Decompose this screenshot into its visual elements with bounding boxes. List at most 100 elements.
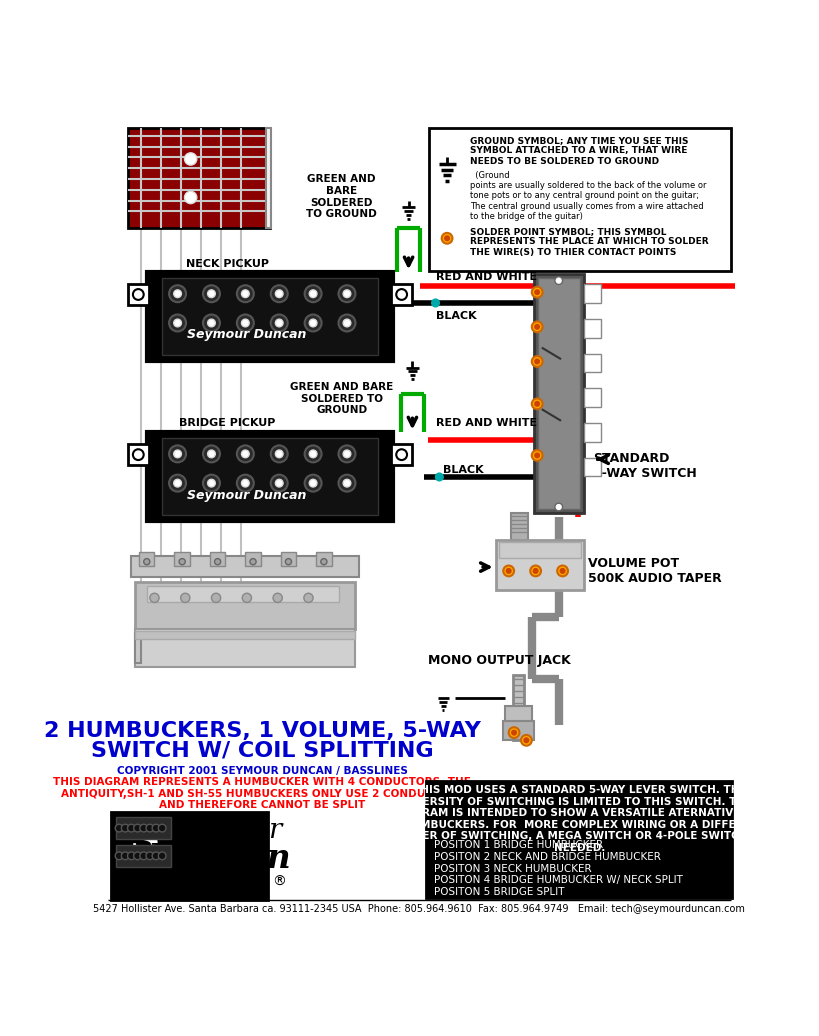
Circle shape xyxy=(321,558,327,565)
Bar xyxy=(135,582,355,629)
Circle shape xyxy=(532,356,542,367)
Bar xyxy=(162,438,378,516)
Bar xyxy=(135,631,355,638)
Text: Seymour Duncan: Seymour Duncan xyxy=(188,328,306,342)
Bar xyxy=(426,781,732,898)
Bar xyxy=(128,284,149,306)
Circle shape xyxy=(169,474,186,492)
Bar xyxy=(147,586,339,602)
Circle shape xyxy=(242,450,249,458)
Bar xyxy=(391,284,413,306)
Circle shape xyxy=(338,445,355,462)
Circle shape xyxy=(184,152,197,165)
Circle shape xyxy=(121,852,129,860)
Bar xyxy=(281,551,296,566)
Circle shape xyxy=(560,569,565,573)
Text: GROUND SYMBOL; ANY TIME YOU SEE THIS
SYMBOL ATTACHED TO A WIRE, THAT WIRE
NEEDS : GROUND SYMBOL; ANY TIME YOU SEE THIS SYM… xyxy=(470,136,689,166)
Text: SWITCH W/ COIL SPLITTING: SWITCH W/ COIL SPLITTING xyxy=(91,741,433,760)
Bar xyxy=(210,551,225,566)
Circle shape xyxy=(211,594,220,603)
Circle shape xyxy=(242,594,251,603)
Circle shape xyxy=(506,569,511,573)
Circle shape xyxy=(310,319,317,326)
Bar xyxy=(401,395,423,432)
Bar xyxy=(162,279,378,355)
Circle shape xyxy=(343,480,351,487)
Circle shape xyxy=(152,825,160,832)
Circle shape xyxy=(133,852,142,860)
Circle shape xyxy=(275,480,283,487)
Circle shape xyxy=(133,289,143,299)
Bar xyxy=(135,633,142,663)
Circle shape xyxy=(338,285,355,303)
Circle shape xyxy=(150,594,159,603)
Circle shape xyxy=(203,285,220,303)
Circle shape xyxy=(207,319,215,326)
Text: MONO OUTPUT JACK: MONO OUTPUT JACK xyxy=(428,654,571,667)
Text: BLACK: BLACK xyxy=(436,311,476,321)
Circle shape xyxy=(242,480,249,487)
Bar xyxy=(116,817,171,839)
Circle shape xyxy=(215,558,220,565)
Bar xyxy=(511,513,528,540)
Bar xyxy=(131,555,359,577)
Text: Seymour Duncan: Seymour Duncan xyxy=(188,489,306,501)
Bar xyxy=(316,551,332,566)
Circle shape xyxy=(285,558,292,565)
Circle shape xyxy=(140,825,147,832)
Circle shape xyxy=(275,450,283,458)
Circle shape xyxy=(524,738,529,743)
Bar xyxy=(246,551,260,566)
Circle shape xyxy=(532,287,542,297)
Text: STANDARD
5-WAY SWITCH: STANDARD 5-WAY SWITCH xyxy=(594,452,697,480)
Text: THIS MOD USES A STANDARD 5-WAY LEVER SWITCH. THE
DIVERSITY OF SWITCHING IS LIMIT: THIS MOD USES A STANDARD 5-WAY LEVER SWI… xyxy=(392,785,767,853)
Circle shape xyxy=(271,445,287,462)
Bar xyxy=(398,229,419,271)
Circle shape xyxy=(275,290,283,297)
Circle shape xyxy=(203,474,220,492)
Circle shape xyxy=(152,852,160,860)
Circle shape xyxy=(174,290,182,297)
Circle shape xyxy=(242,319,249,326)
Circle shape xyxy=(512,730,516,735)
Circle shape xyxy=(532,321,542,333)
Circle shape xyxy=(242,290,249,297)
Circle shape xyxy=(237,285,254,303)
Circle shape xyxy=(504,566,514,576)
Bar xyxy=(584,319,601,338)
Circle shape xyxy=(133,450,143,460)
Circle shape xyxy=(271,315,287,332)
Circle shape xyxy=(343,290,351,297)
Circle shape xyxy=(554,503,563,511)
Text: 5427 Hollister Ave. Santa Barbara ca. 93111-2345 USA  Phone: 805.964.9610  Fax: : 5427 Hollister Ave. Santa Barbara ca. 93… xyxy=(93,904,745,915)
Circle shape xyxy=(169,285,186,303)
Bar xyxy=(584,388,601,407)
Text: BRIDGE PICKUP: BRIDGE PICKUP xyxy=(179,419,276,429)
Circle shape xyxy=(203,315,220,332)
Bar xyxy=(147,272,393,361)
Circle shape xyxy=(535,324,540,329)
Circle shape xyxy=(169,445,186,462)
Text: ®: ® xyxy=(272,875,286,889)
Circle shape xyxy=(343,450,351,458)
Bar xyxy=(111,812,269,900)
Circle shape xyxy=(305,285,322,303)
Bar xyxy=(128,443,149,465)
Circle shape xyxy=(203,445,220,462)
Circle shape xyxy=(441,233,452,243)
Circle shape xyxy=(133,825,142,832)
Bar xyxy=(504,721,534,741)
Circle shape xyxy=(237,445,254,462)
Circle shape xyxy=(535,290,540,294)
Circle shape xyxy=(445,236,450,240)
Circle shape xyxy=(207,290,215,297)
Bar xyxy=(266,128,271,228)
Circle shape xyxy=(143,558,150,565)
Circle shape xyxy=(169,315,186,332)
Text: S: S xyxy=(129,819,160,862)
Text: GREEN AND
BARE
SOLDERED
TO GROUND: GREEN AND BARE SOLDERED TO GROUND xyxy=(306,174,377,220)
Bar xyxy=(584,353,601,372)
Bar xyxy=(116,845,171,866)
Circle shape xyxy=(305,474,322,492)
Text: GREEN AND BARE
SOLDERED TO
GROUND: GREEN AND BARE SOLDERED TO GROUND xyxy=(290,382,393,415)
